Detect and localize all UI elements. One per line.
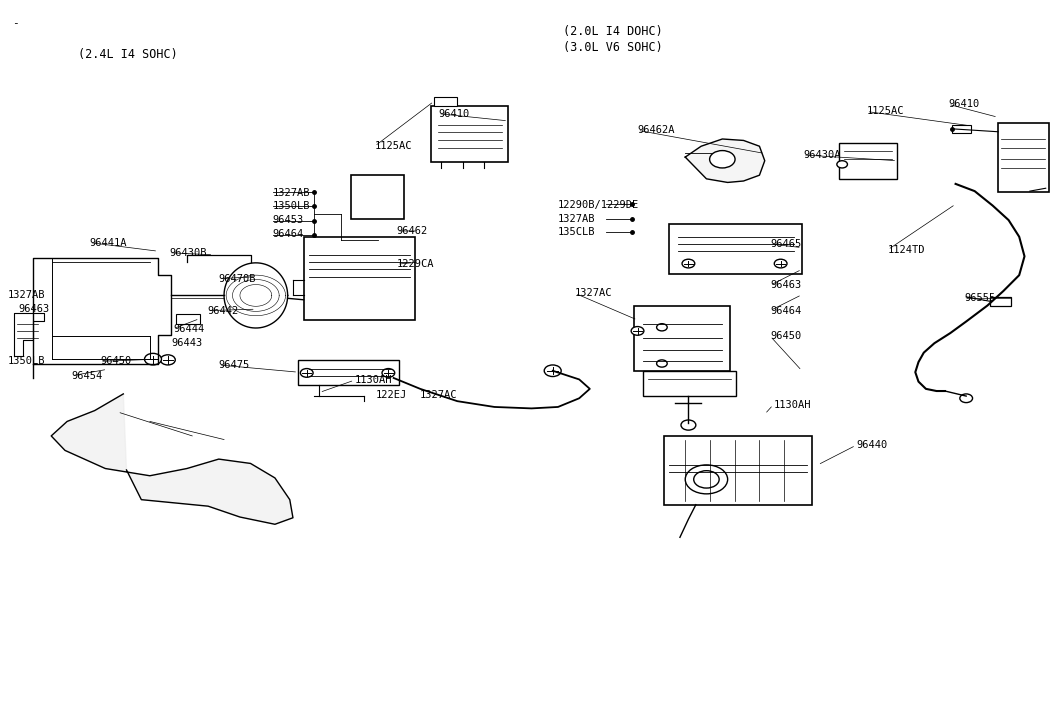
Circle shape xyxy=(161,355,175,365)
Text: (2.4L I4 SOHC): (2.4L I4 SOHC) xyxy=(78,48,178,61)
Text: 1124TD: 1124TD xyxy=(888,245,925,254)
Text: 96453: 96453 xyxy=(273,215,304,225)
Text: 96462A: 96462A xyxy=(638,125,675,135)
Text: 1350LB: 1350LB xyxy=(7,356,46,366)
Text: 96475: 96475 xyxy=(219,360,250,370)
Circle shape xyxy=(657,360,668,367)
Text: 1350LB: 1350LB xyxy=(273,201,310,212)
FancyBboxPatch shape xyxy=(635,305,730,371)
Circle shape xyxy=(681,420,696,430)
Text: 96463: 96463 xyxy=(770,281,802,290)
Text: 1327AB: 1327AB xyxy=(7,289,46,300)
Text: 96463: 96463 xyxy=(18,304,50,314)
FancyBboxPatch shape xyxy=(952,124,972,133)
FancyBboxPatch shape xyxy=(351,175,404,219)
Circle shape xyxy=(694,470,720,488)
Text: 12290B/1229DE: 12290B/1229DE xyxy=(558,200,639,210)
Text: 96470B: 96470B xyxy=(219,274,256,284)
Text: 96440: 96440 xyxy=(856,441,888,450)
FancyBboxPatch shape xyxy=(643,371,736,396)
Text: 96450: 96450 xyxy=(100,356,131,366)
Text: 135CLB: 135CLB xyxy=(558,228,595,238)
Text: 96443: 96443 xyxy=(171,338,202,348)
Polygon shape xyxy=(51,394,293,524)
FancyBboxPatch shape xyxy=(998,123,1049,192)
FancyBboxPatch shape xyxy=(176,314,200,324)
FancyBboxPatch shape xyxy=(431,105,508,162)
Text: 96430B: 96430B xyxy=(169,248,206,257)
FancyBboxPatch shape xyxy=(299,360,399,385)
Text: 1130AH: 1130AH xyxy=(773,400,811,410)
Text: 1327AB: 1327AB xyxy=(273,188,310,198)
Text: 1229CA: 1229CA xyxy=(396,260,435,269)
FancyBboxPatch shape xyxy=(304,237,415,320)
FancyBboxPatch shape xyxy=(434,97,457,105)
Text: 96441A: 96441A xyxy=(89,238,126,248)
Text: 96462: 96462 xyxy=(396,226,428,236)
Text: 96464: 96464 xyxy=(770,305,802,316)
Text: 1125AC: 1125AC xyxy=(866,106,904,116)
Text: 96444: 96444 xyxy=(173,324,204,334)
Circle shape xyxy=(657,324,668,331)
Circle shape xyxy=(682,260,695,268)
Circle shape xyxy=(301,369,314,377)
Text: 1327AC: 1327AC xyxy=(575,288,612,298)
FancyBboxPatch shape xyxy=(990,297,1011,305)
Text: 122EJ: 122EJ xyxy=(375,390,407,400)
Text: 96465: 96465 xyxy=(770,239,802,249)
FancyBboxPatch shape xyxy=(670,224,802,274)
Circle shape xyxy=(960,394,973,403)
Circle shape xyxy=(710,150,735,168)
Circle shape xyxy=(544,365,561,377)
Circle shape xyxy=(382,369,394,377)
Text: 96454: 96454 xyxy=(71,371,103,381)
FancyBboxPatch shape xyxy=(664,436,812,505)
Text: 96410: 96410 xyxy=(948,99,979,109)
Text: 1327AB: 1327AB xyxy=(558,214,595,224)
Circle shape xyxy=(837,161,847,168)
Text: 1327AC: 1327AC xyxy=(420,390,458,400)
Text: 1125AC: 1125AC xyxy=(374,141,412,151)
Text: 96555: 96555 xyxy=(964,293,995,303)
FancyBboxPatch shape xyxy=(839,142,897,179)
Text: (3.0L V6 SOHC): (3.0L V6 SOHC) xyxy=(563,41,663,55)
Text: 1130AH: 1130AH xyxy=(354,375,392,385)
Text: -: - xyxy=(12,18,19,28)
Text: 96430A: 96430A xyxy=(803,150,841,160)
Circle shape xyxy=(631,326,644,335)
Polygon shape xyxy=(686,139,764,182)
Text: 96464: 96464 xyxy=(273,229,304,239)
Text: 96450: 96450 xyxy=(770,331,802,341)
Circle shape xyxy=(686,465,728,494)
Circle shape xyxy=(145,353,162,365)
Circle shape xyxy=(774,260,787,268)
Text: 96442: 96442 xyxy=(207,305,238,316)
Text: 96410: 96410 xyxy=(438,108,470,119)
Text: (2.0L I4 DOHC): (2.0L I4 DOHC) xyxy=(563,25,663,39)
